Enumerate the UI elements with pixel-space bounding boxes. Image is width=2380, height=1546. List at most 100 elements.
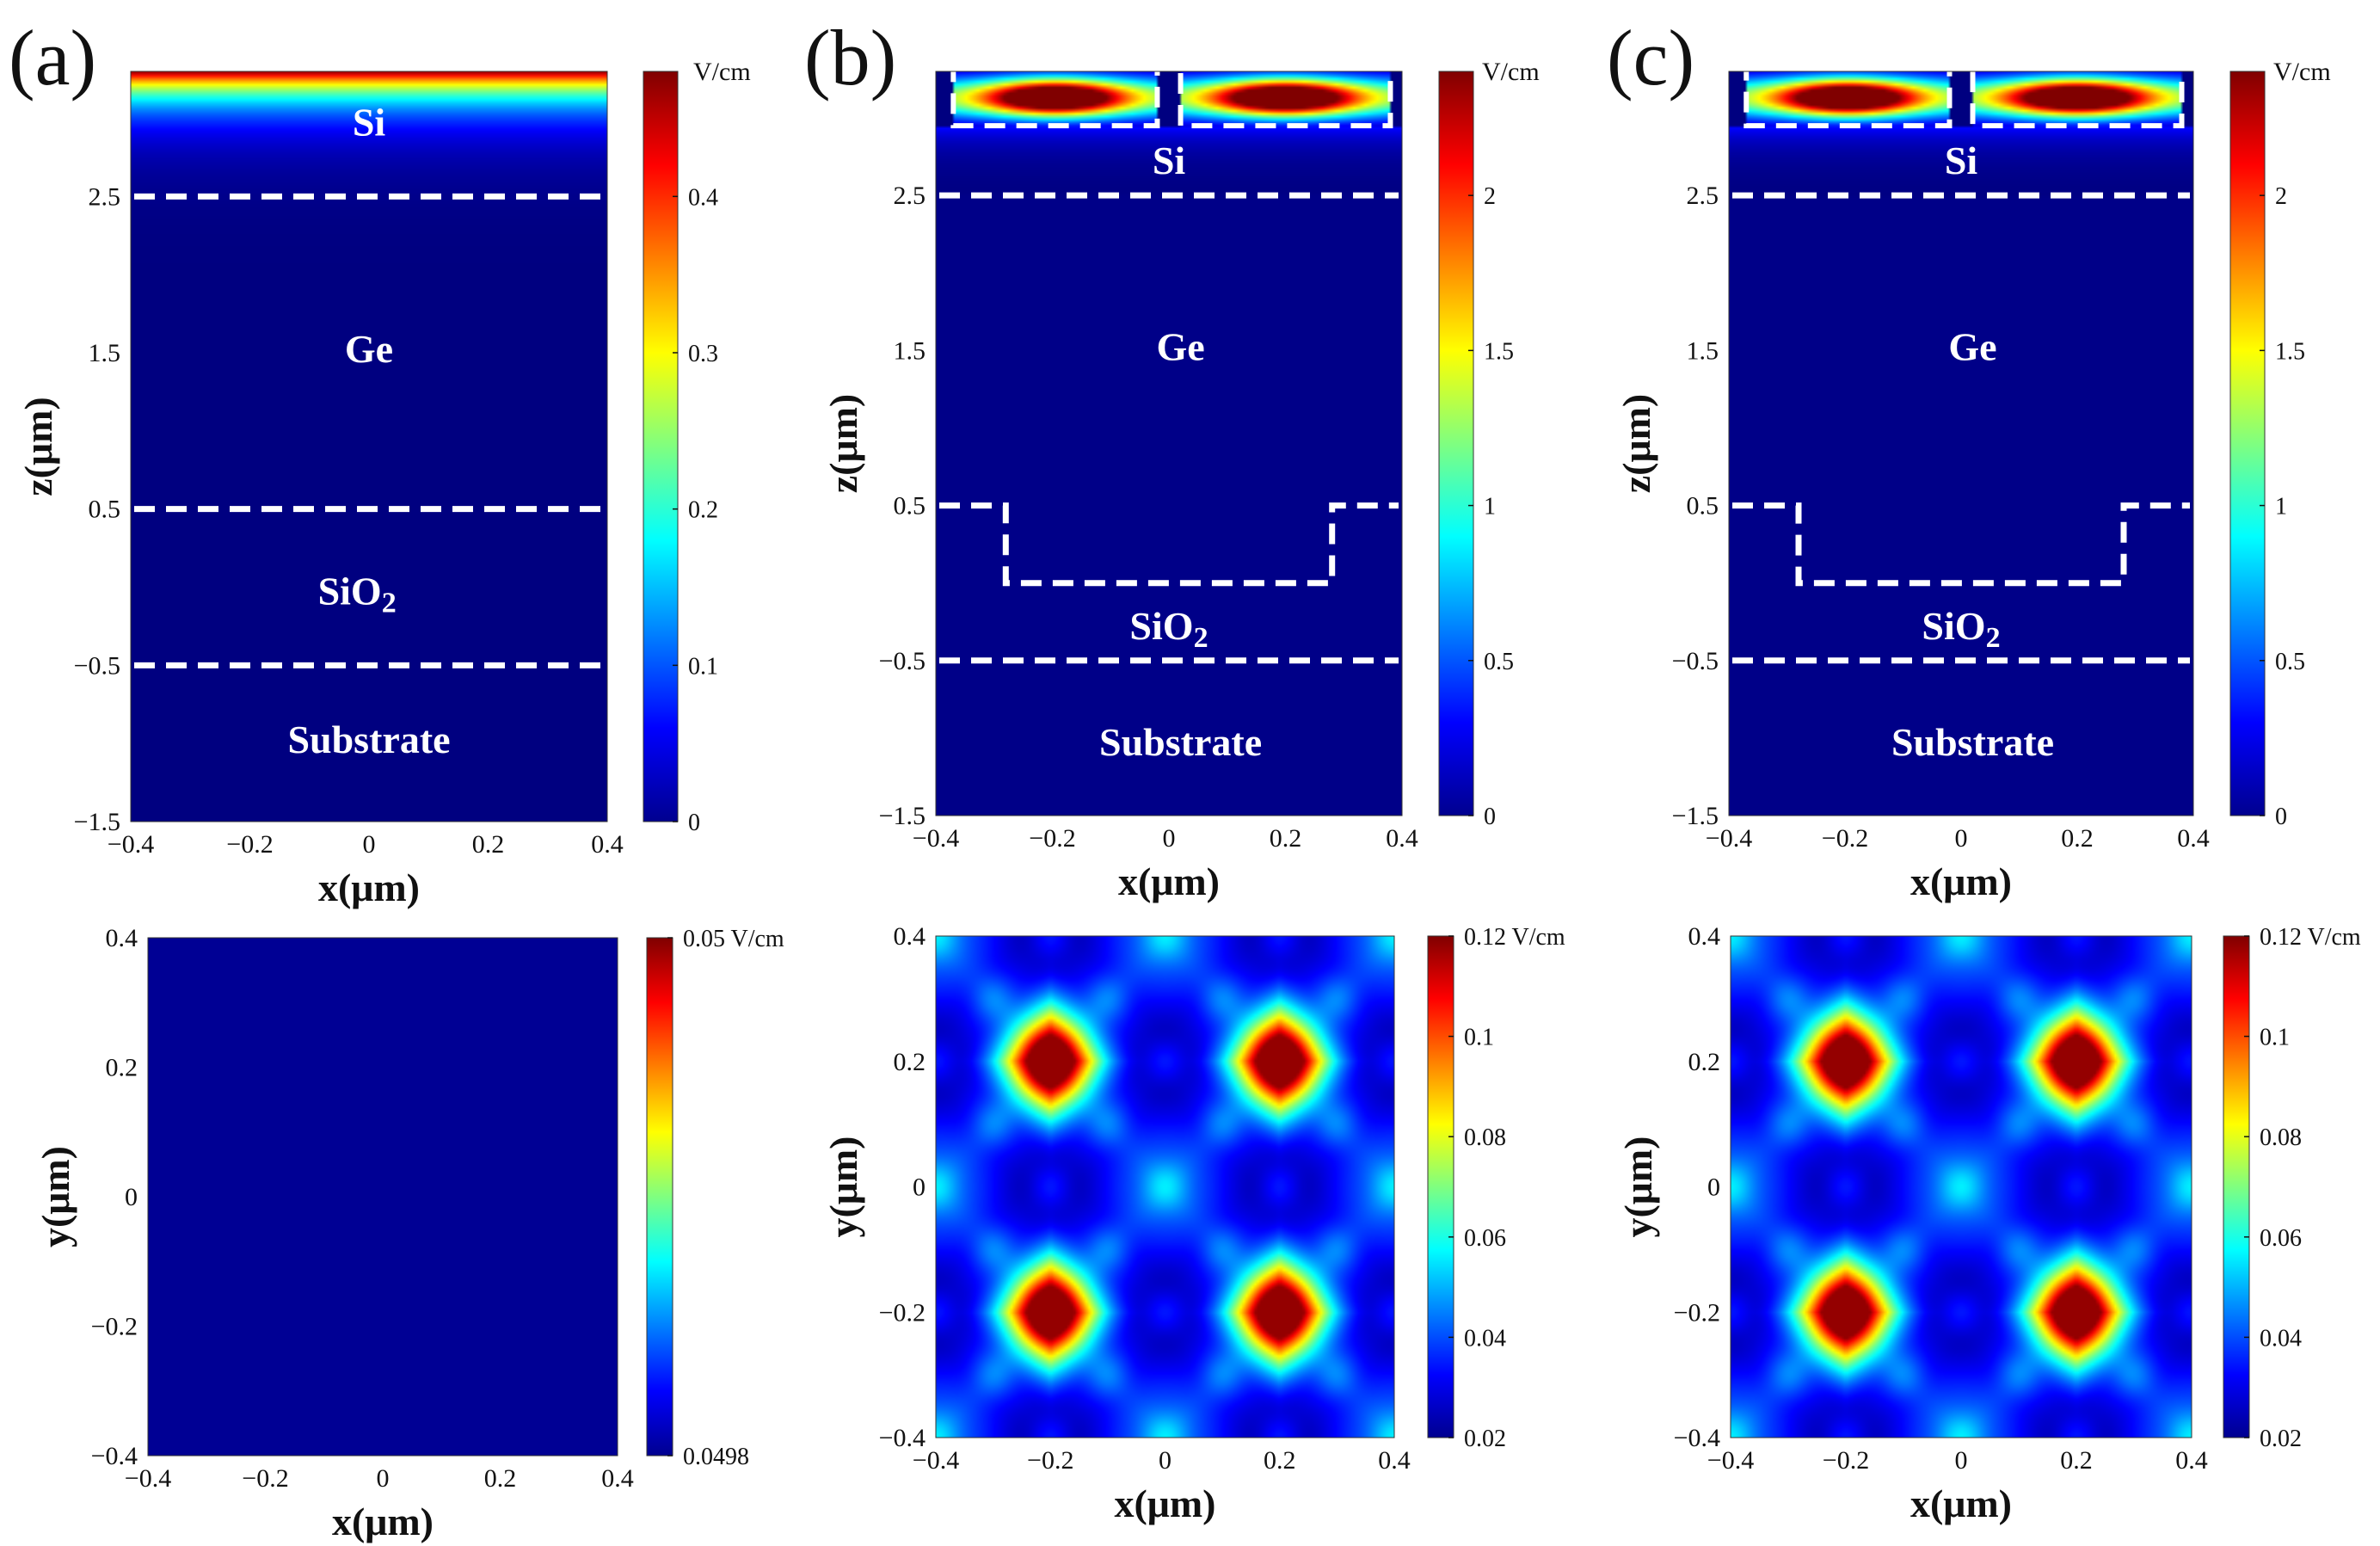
y-tick-label: 1.5 (894, 336, 926, 365)
x-tick-label: 0 (377, 1464, 390, 1493)
y-tick-label: −1.5 (879, 802, 926, 830)
y-tick-label: 0.5 (1687, 492, 1719, 520)
heatmap-image (936, 71, 1402, 816)
x-tick-label: −0.2 (1029, 824, 1075, 853)
y-tick-label: −0.4 (1674, 1424, 1720, 1452)
region-label: Substrate (1099, 719, 1262, 763)
region-label: Substrate (287, 718, 450, 761)
region-label: Si (353, 100, 386, 144)
colorbar-tick-label: 0.02 (2260, 1426, 2302, 1452)
colorbar-tick-label: 0.02 (1464, 1426, 1506, 1452)
region-label: SiO2 (318, 569, 397, 619)
y-tick-label: 2.5 (89, 182, 121, 211)
y-tick-label: −0.5 (879, 647, 926, 675)
cross-section-heatmap-c: Si Ge SiO2 Substrate −0.4 −0.2 0 0.2 0.4 −1.5 −0.5… (1614, 58, 2331, 903)
cross-section-heatmap-b: Si Ge SiO2 Substrate −0.4 −0.2 0 0.2 0.4 −1.5 −0.5… (821, 58, 1540, 903)
region-label: Si (1945, 139, 1978, 182)
colorbar-tick-label: 0.3 (688, 341, 718, 367)
colorbar-unit: V/cm (693, 58, 751, 86)
y-tick-label: 0.2 (1688, 1048, 1721, 1076)
plot-frame (1730, 935, 2192, 1438)
y-tick-label: 0.4 (106, 924, 138, 952)
y-tick-label: 0 (913, 1173, 926, 1202)
colorbar-tick-label: 0.4 (688, 184, 718, 211)
y-tick-label: −0.2 (91, 1313, 138, 1341)
colorbar-tick-label: 0.06 (2260, 1225, 2302, 1252)
colorbar-tick-label: 0 (2275, 804, 2287, 830)
y-axis-title: y(μm) (34, 1146, 77, 1247)
colorbar-tick-label: 0.5 (1484, 649, 1514, 675)
heatmap-image (131, 71, 607, 822)
y-axis-title: y(μm) (1616, 1136, 1660, 1237)
y-axis-title: z(μm) (821, 394, 865, 493)
y-tick-label: 1.5 (1687, 336, 1719, 365)
region-label: SiO2 (1129, 603, 1208, 653)
panel-label-b: (b) (804, 14, 896, 102)
colorbar-tick-label: 0.06 (1464, 1225, 1506, 1252)
x-axis-title: x(μm) (1118, 859, 1220, 903)
x-tick-label: 0.4 (1386, 824, 1418, 853)
y-tick-label: 1.5 (89, 339, 121, 367)
x-tick-label: −0.2 (1822, 824, 1868, 853)
plot-frame (935, 71, 1403, 816)
x-tick-label: 0 (1159, 1446, 1172, 1475)
colorbar-tick-label: 0.1 (688, 653, 718, 680)
y-axis-title: z(μm) (1614, 394, 1658, 493)
panel-label-c: (c) (1607, 14, 1694, 102)
x-tick-label: −0.2 (1027, 1446, 1073, 1475)
plot-frame (935, 935, 1395, 1438)
heatmap-image (148, 938, 618, 1456)
region-label: Ge (1156, 324, 1204, 368)
x-tick-label: −0.4 (108, 830, 154, 859)
x-tick-label: −0.2 (242, 1464, 288, 1493)
colorbar-tick-label: 1.5 (2275, 338, 2305, 365)
x-axis-title: x(μm) (1114, 1481, 1215, 1525)
plot-frame (1728, 71, 2194, 816)
y-tick-label: 0.2 (894, 1048, 926, 1076)
colorbar-tick-label: 0.1 (1464, 1025, 1494, 1051)
x-tick-label: 0.2 (472, 830, 505, 859)
x-axis-title: x(μm) (332, 1500, 434, 1543)
colorbar (1427, 935, 1454, 1438)
colorbar-tick-label: 2 (2275, 183, 2287, 210)
trench-dashed-outline (1732, 502, 2190, 587)
panel-label-a: (a) (9, 14, 96, 102)
x-tick-label: −0.4 (125, 1464, 171, 1493)
x-tick-label: 0 (1955, 1446, 1968, 1475)
x-tick-label: 0.4 (1378, 1446, 1411, 1475)
x-tick-label: −0.4 (913, 824, 959, 853)
y-tick-label: −0.4 (91, 1442, 138, 1470)
region-label: Ge (345, 327, 393, 371)
x-tick-label: 0.4 (591, 830, 624, 859)
x-tick-label: 0.4 (2177, 824, 2210, 853)
colorbar-tick-label: 0.2 (688, 497, 718, 524)
colorbar-unit: V/cm (2273, 58, 2331, 86)
y-tick-label: 0 (125, 1183, 138, 1211)
region-label: Ge (1948, 324, 1996, 368)
grating-dashed-outline (1743, 65, 1953, 129)
y-tick-label: 2.5 (894, 182, 926, 210)
colorbar-unit: V/cm (1482, 58, 1540, 86)
colorbar (2223, 935, 2250, 1438)
grating-dashed-outline (1970, 65, 2185, 129)
top-view-heatmap-b: −0.4 −0.2 0 0.2 0.4 −0.4 −0.2 0 0.2 0.4 x(μm) y(μm)… (821, 922, 1565, 1525)
colorbar-tick-label: 0.04 (1464, 1325, 1506, 1352)
x-tick-label: −0.2 (1823, 1446, 1869, 1475)
top-view-heatmap-c: −0.4 −0.2 0 0.2 0.4 −0.4 −0.2 0 0.2 0.4 x(μm) y(μm)… (1616, 922, 2361, 1525)
colorbar-tick-label: 0.04 (2260, 1325, 2302, 1352)
x-tick-label: 0.4 (601, 1464, 634, 1493)
y-tick-label: 0.5 (89, 496, 121, 524)
y-tick-label: −0.5 (74, 651, 120, 680)
y-axis-title: y(μm) (821, 1136, 865, 1237)
colorbar (643, 71, 679, 822)
y-tick-label: −1.5 (1672, 802, 1719, 830)
heatmap-image (1729, 71, 2193, 816)
colorbar-tick-label: 1 (2275, 494, 2287, 520)
y-tick-label: 0.4 (1688, 922, 1721, 951)
region-label: Substrate (1891, 719, 2054, 763)
x-tick-label: 0.2 (2060, 1446, 2093, 1475)
region-label: SiO2 (1922, 603, 2000, 653)
colorbar-tick-label: 0 (688, 810, 700, 836)
x-tick-label: −0.2 (226, 830, 273, 859)
top-view-heatmap-a: −0.4 −0.2 0 0.2 0.4 −0.4 −0.2 0 0.2 0.4 x(μm) y(μm)… (34, 924, 784, 1543)
